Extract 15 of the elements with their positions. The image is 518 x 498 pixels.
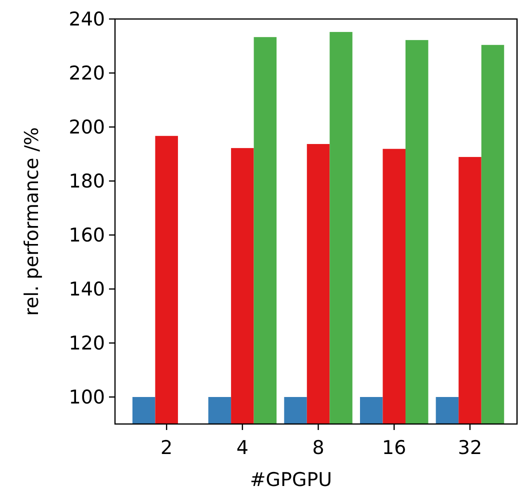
y-axis-title: rel. performance /% [21,127,43,316]
y-tick-label: 220 [68,62,105,85]
y-tick-label: 160 [68,224,105,247]
x-axis-title: #GPGPU [250,469,332,491]
y-tick-label: 120 [68,332,105,355]
x-tick-label: 2 [160,437,173,459]
y-tick-label: 180 [68,170,105,193]
x-tick-label: 16 [382,437,406,459]
x-tick-label: 8 [312,437,324,459]
y-tick-label: 100 [68,386,105,409]
x-tick-label: 32 [458,437,482,459]
y-tick-label: 140 [68,278,105,301]
y-tick-label: 200 [68,116,105,139]
x-tick-label: 4 [236,437,248,459]
y-tick-label: 240 [68,8,105,31]
